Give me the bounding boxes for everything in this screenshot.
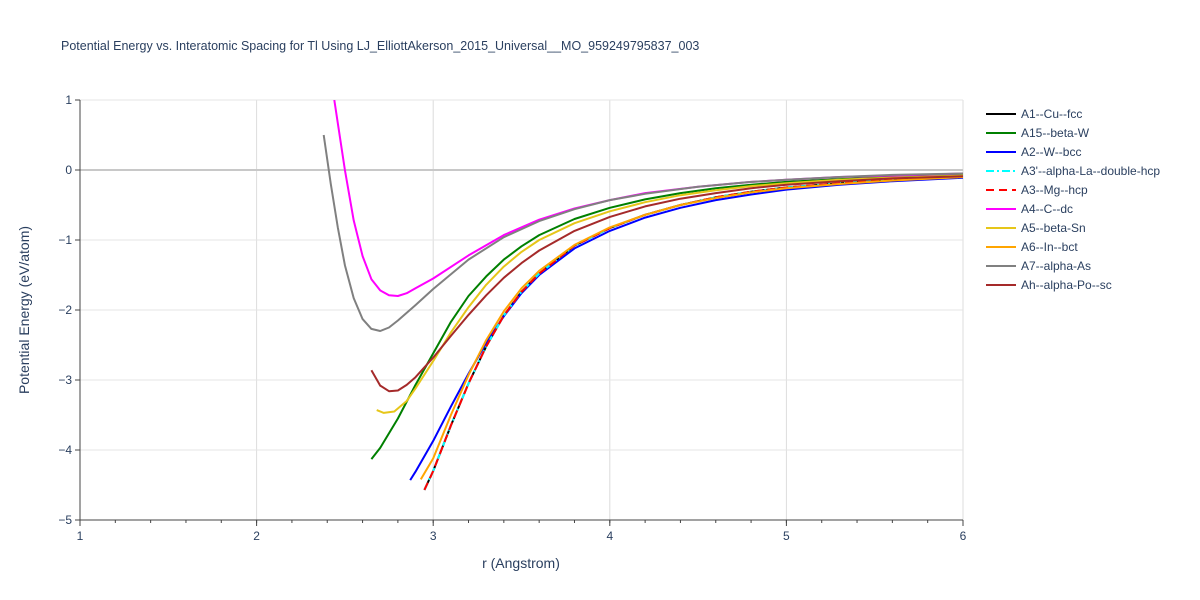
legend-item[interactable]: A15--beta-W	[986, 126, 1090, 140]
legend-item[interactable]: A7--alpha-As	[986, 259, 1091, 273]
legend-item[interactable]: A4--C--dc	[986, 202, 1073, 216]
axes: 1 2 3 4 5 6 1 0 −1 −2 −3 −4 −5	[58, 93, 966, 543]
x-tick-label: 2	[253, 529, 260, 543]
legend-label: A3'--alpha-La--double-hcp	[1021, 164, 1160, 178]
series-line-9	[370, 175, 963, 393]
y-tick-label: −3	[58, 373, 72, 387]
legend-label: A7--alpha-As	[1021, 259, 1091, 273]
legend-label: A3--Mg--hcp	[1021, 183, 1088, 197]
y-tick-label: 1	[65, 93, 72, 107]
legend-item[interactable]: A5--beta-Sn	[986, 221, 1086, 235]
series-line-2	[409, 176, 963, 481]
series-line-0	[423, 176, 963, 491]
x-tick-label: 5	[783, 529, 790, 543]
y-axis-title: Potential Energy (eV/atom)	[16, 226, 32, 394]
legend-label: A4--C--dc	[1021, 202, 1073, 216]
legend[interactable]: A1--Cu--fcc A15--beta-W A2--W--bcc A3'--alp…	[986, 107, 1160, 292]
chart-title: Potential Energy vs. Interatomic Spacing…	[61, 39, 699, 53]
legend-item[interactable]: A3--Mg--hcp	[986, 183, 1088, 197]
legend-label: A1--Cu--fcc	[1021, 107, 1082, 121]
legend-item[interactable]: A1--Cu--fcc	[986, 107, 1082, 121]
y-tick-label: −4	[58, 443, 72, 457]
series-line-1	[370, 173, 963, 460]
series-line-6	[376, 174, 963, 414]
legend-item[interactable]: Ah--alpha-Po--sc	[986, 278, 1112, 292]
legend-label: Ah--alpha-Po--sc	[1021, 278, 1112, 292]
legend-label: A6--In--bct	[1021, 240, 1078, 254]
x-tick-label: 6	[960, 529, 967, 543]
legend-label: A2--W--bcc	[1021, 145, 1081, 159]
y-tick-label: −5	[58, 513, 72, 527]
y-tick-label: 0	[65, 163, 72, 177]
y-tick-label: −1	[58, 233, 72, 247]
x-axis-title: r (Angstrom)	[482, 555, 560, 571]
x-tick-label: 3	[430, 529, 437, 543]
legend-label: A15--beta-W	[1021, 126, 1090, 140]
legend-item[interactable]: A2--W--bcc	[986, 145, 1081, 159]
series-line-8	[322, 134, 963, 332]
legend-item[interactable]: A3'--alpha-La--double-hcp	[986, 164, 1160, 178]
grid	[80, 99, 964, 520]
x-tick-label: 4	[606, 529, 613, 543]
series-line-7	[419, 176, 963, 480]
x-tick-label: 1	[77, 529, 84, 543]
y-tick-label: −2	[58, 303, 72, 317]
series-line-4	[423, 176, 963, 491]
legend-label: A5--beta-Sn	[1021, 221, 1086, 235]
plot-area	[322, 100, 963, 491]
legend-item[interactable]: A6--In--bct	[986, 240, 1078, 254]
series-line-3	[423, 176, 963, 491]
